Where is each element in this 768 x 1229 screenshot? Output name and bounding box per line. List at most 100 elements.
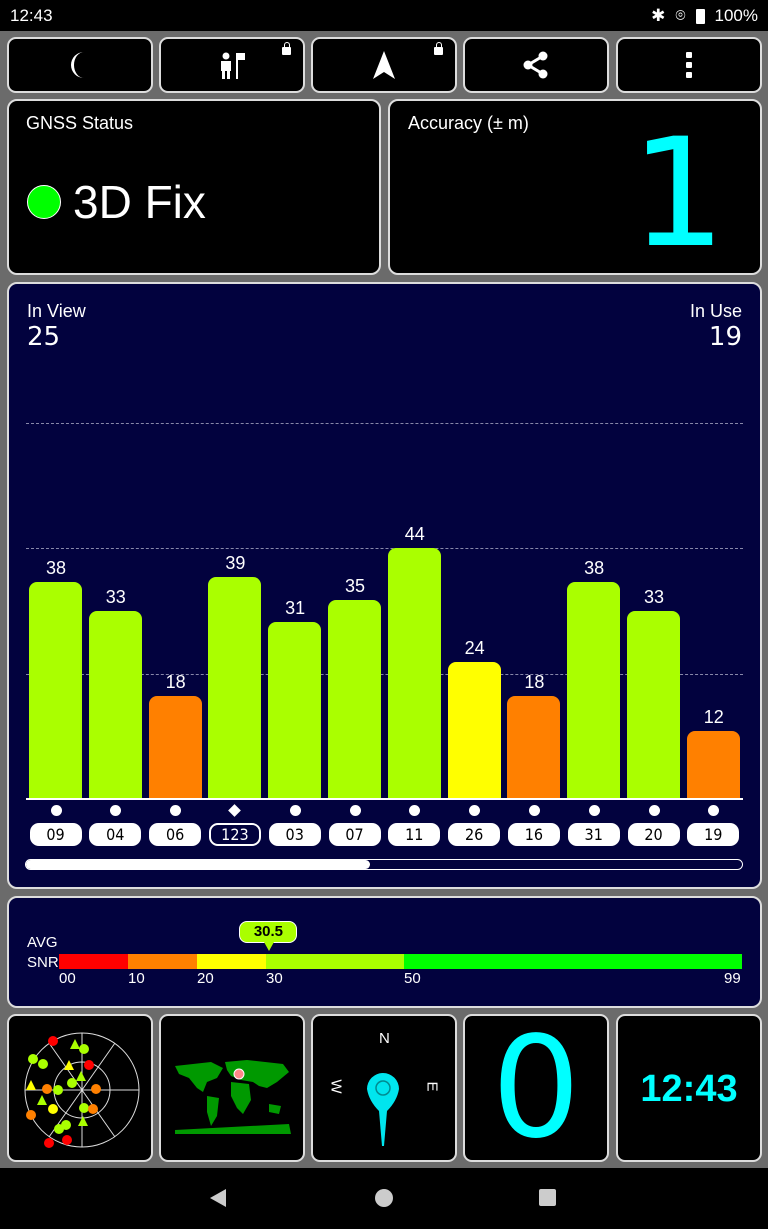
bar-value-label: 18 xyxy=(524,672,545,693)
compass-east: E xyxy=(423,1081,441,1092)
snr-tick-label: 50 xyxy=(404,970,421,987)
circle-marker xyxy=(648,805,660,816)
snr-bar xyxy=(208,576,262,799)
snr-label: SNR xyxy=(27,954,59,971)
lock-icon xyxy=(434,42,443,55)
lock-icon xyxy=(282,42,291,55)
avg-snr-panel: AVG SNR xyxy=(7,896,762,1008)
share-button[interactable] xyxy=(463,37,609,93)
satellite-id-label[interactable]: 04 xyxy=(89,823,142,846)
location-icon: ⌾ xyxy=(675,6,686,25)
bar-value-label: 39 xyxy=(225,552,246,573)
night-mode-button[interactable] xyxy=(7,37,153,93)
snr-bar xyxy=(627,610,680,799)
circle-marker xyxy=(528,805,540,816)
fix-indicator xyxy=(27,185,61,219)
compass-west: W xyxy=(327,1079,345,1094)
snr-bar xyxy=(148,696,202,799)
satellite-id-label[interactable]: 06 xyxy=(149,823,202,846)
gnss-status-label: GNSS Status xyxy=(26,113,134,133)
compass-north: N xyxy=(379,1030,390,1047)
navigate-button[interactable] xyxy=(311,37,457,93)
snr-segment xyxy=(128,954,197,969)
snr-bar xyxy=(447,662,501,799)
satellite-id-label[interactable]: 07 xyxy=(328,823,381,846)
moon-icon xyxy=(71,52,84,78)
snr-tick-label: 99 xyxy=(724,970,741,987)
chart-scrollbar[interactable] xyxy=(25,859,743,870)
accuracy-label: Accuracy (± m) xyxy=(408,113,529,133)
accuracy-panel: Accuracy (± m) 1 xyxy=(388,99,762,275)
fix-status: 3D Fix xyxy=(73,176,206,228)
clock-tile[interactable]: 12:43 xyxy=(616,1014,762,1162)
satellite-id-label[interactable]: 20 xyxy=(627,823,680,846)
in-view-count: 25 xyxy=(27,322,61,352)
speed-tile[interactable]: 0 xyxy=(463,1014,609,1162)
in-use-label: In Use xyxy=(689,301,742,321)
person-flag-icon xyxy=(221,52,245,79)
avg-snr-value: 30.5 xyxy=(253,923,284,940)
snr-bar xyxy=(328,599,381,799)
bar-value-label: 38 xyxy=(45,558,67,579)
circle-marker xyxy=(469,805,481,816)
back-button[interactable] xyxy=(210,1189,226,1207)
battery-level: 100% xyxy=(714,6,758,25)
bar-value-label: 12 xyxy=(703,706,724,727)
circle-marker xyxy=(349,805,361,816)
sky-plot-tile[interactable] xyxy=(7,1014,153,1162)
scrollbar-thumb[interactable] xyxy=(26,860,370,869)
bar-value-label: 38 xyxy=(584,558,605,579)
snr-bar xyxy=(268,622,322,799)
snr-bar xyxy=(567,582,621,799)
snr-tick-label: 00 xyxy=(59,970,76,987)
avg-snr-marker: 30.5 xyxy=(239,921,298,951)
snr-bar xyxy=(686,730,740,799)
sky-plot-icon xyxy=(24,1032,140,1148)
bluetooth-icon: ✱ xyxy=(651,6,666,25)
status-bar: 12:43 ✱ ⌾ 100% xyxy=(0,0,768,31)
bar-value-label: 18 xyxy=(165,672,186,693)
battery-icon xyxy=(695,8,705,24)
satellite-id-label[interactable]: 16 xyxy=(507,823,560,846)
gridline xyxy=(26,673,743,675)
recents-button[interactable] xyxy=(539,1189,556,1206)
speed-value: 0 xyxy=(491,1014,581,1162)
world-map-tile[interactable] xyxy=(159,1014,305,1162)
home-button[interactable] xyxy=(375,1189,393,1207)
in-use-count: 19 xyxy=(708,322,742,352)
snr-bar xyxy=(387,548,441,799)
satellite-id-label[interactable]: 03 xyxy=(268,823,321,846)
bar-value-label: 33 xyxy=(105,586,126,607)
in-view-label: In View xyxy=(27,301,86,321)
gridline xyxy=(26,548,743,550)
snr-bar xyxy=(507,696,561,799)
waypoint-button[interactable] xyxy=(159,37,305,93)
snr-segment xyxy=(266,954,404,969)
circle-marker xyxy=(289,805,301,816)
gridline xyxy=(26,422,743,424)
snr-tick-label: 30 xyxy=(266,970,283,987)
snr-scale xyxy=(59,954,742,969)
satellite-id-label[interactable]: 26 xyxy=(448,823,501,846)
navigation-arrow-icon xyxy=(373,51,395,79)
gnss-status-panel: GNSS Status 3D Fix xyxy=(7,99,381,275)
snr-tick-label: 10 xyxy=(128,970,145,987)
circle-marker xyxy=(708,805,720,816)
compass-tile[interactable]: N E W xyxy=(311,1014,457,1162)
chart-baseline xyxy=(26,798,743,800)
circle-marker xyxy=(50,805,62,816)
bar-value-label: 24 xyxy=(464,638,485,659)
snr-segment xyxy=(59,954,128,969)
snr-bar xyxy=(29,582,82,799)
satellite-id-label[interactable]: 11 xyxy=(388,823,441,846)
satellite-id-label[interactable]: 123 xyxy=(208,823,261,846)
bar-value-label: 44 xyxy=(404,524,425,545)
world-map-icon xyxy=(175,1060,291,1134)
satellite-id-label[interactable]: 09 xyxy=(29,823,82,846)
satellite-id-label[interactable]: 31 xyxy=(567,823,620,846)
accuracy-value: 1 xyxy=(630,107,726,281)
circle-marker xyxy=(170,805,182,816)
bar-value-label: 33 xyxy=(643,586,665,607)
satellite-id-label[interactable]: 19 xyxy=(687,823,740,846)
more-options-button[interactable] xyxy=(616,37,762,93)
